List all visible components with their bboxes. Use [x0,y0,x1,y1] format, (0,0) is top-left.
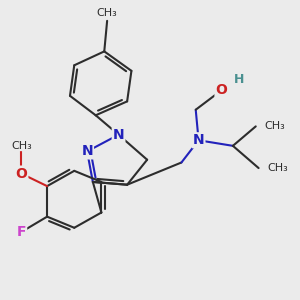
Text: CH₃: CH₃ [264,122,285,131]
Text: O: O [16,167,27,181]
Text: CH₃: CH₃ [267,163,288,173]
Text: F: F [16,225,26,239]
Text: N: N [113,128,124,142]
Text: CH₃: CH₃ [97,8,118,18]
Text: N: N [193,133,204,147]
Text: H: H [233,73,244,86]
Text: CH₃: CH₃ [11,141,32,151]
Text: N: N [81,144,93,158]
Text: O: O [215,83,227,97]
